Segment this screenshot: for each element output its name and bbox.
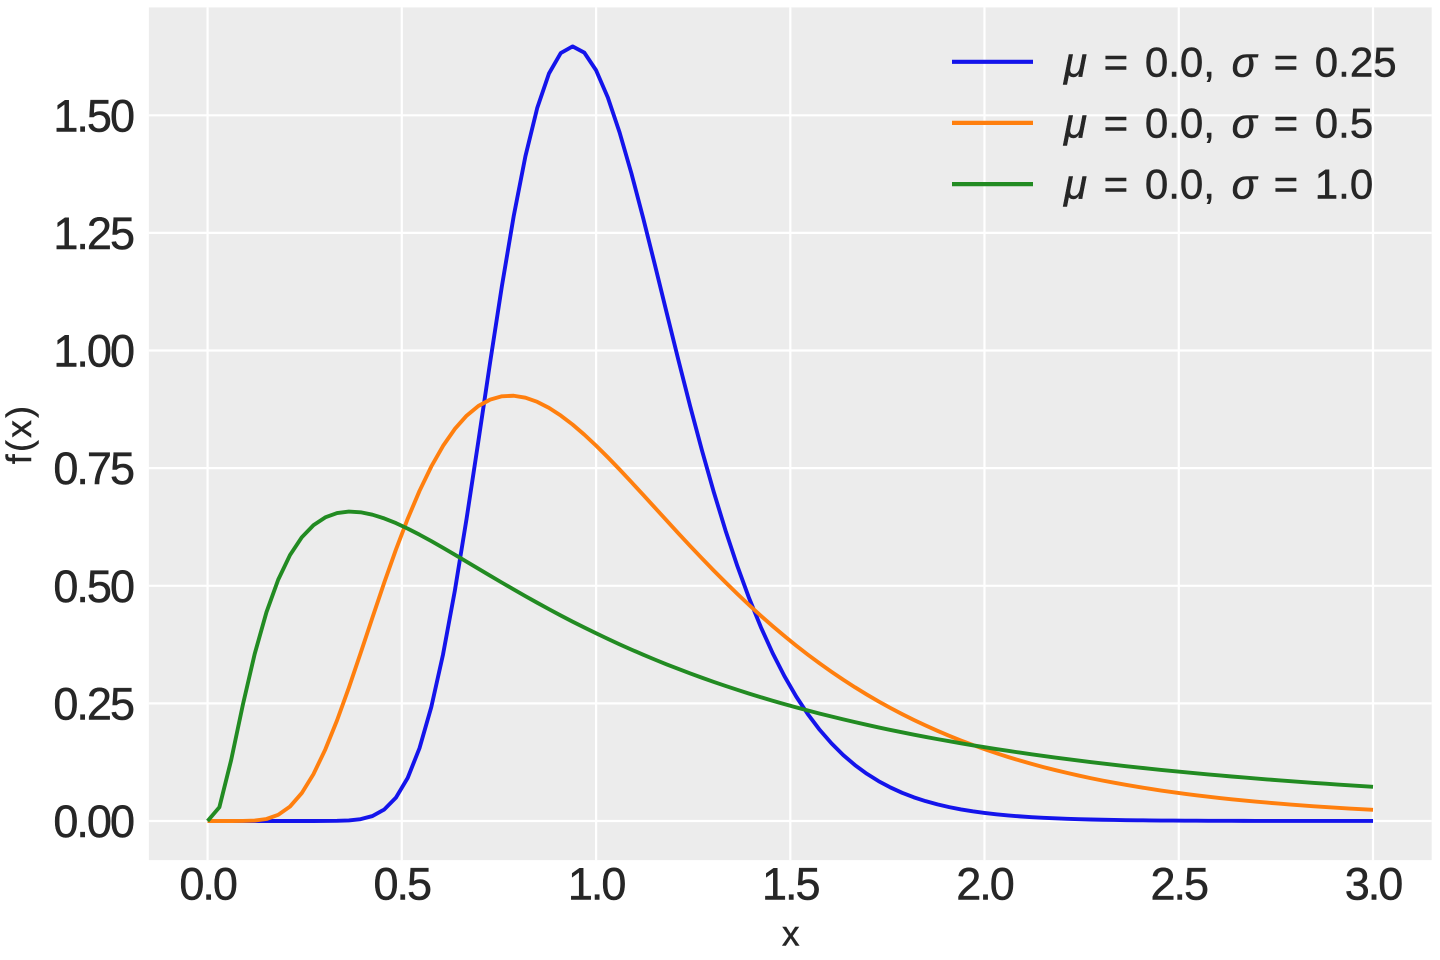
svg-text:0.75: 0.75	[53, 443, 134, 494]
svg-text:0.25: 0.25	[53, 678, 134, 729]
svg-text:μ = 0.0, σ = 0.25: μ = 0.0, σ = 0.25	[1063, 38, 1397, 85]
svg-text:2.0: 2.0	[956, 859, 1014, 910]
svg-text:x: x	[782, 915, 800, 954]
svg-text:1.5: 1.5	[762, 859, 820, 910]
svg-text:2.5: 2.5	[1151, 859, 1209, 910]
svg-text:1.00: 1.00	[53, 326, 134, 377]
svg-text:0.00: 0.00	[53, 796, 134, 847]
svg-text:1.50: 1.50	[53, 90, 134, 141]
svg-text:μ = 0.0, σ = 1.0: μ = 0.0, σ = 1.0	[1063, 161, 1373, 208]
svg-text:f(x): f(x)	[0, 404, 39, 465]
svg-text:1.25: 1.25	[53, 208, 134, 259]
svg-text:μ = 0.0, σ = 0.5: μ = 0.0, σ = 0.5	[1063, 100, 1373, 147]
svg-text:1.0: 1.0	[568, 859, 626, 910]
svg-text:0.0: 0.0	[179, 859, 237, 910]
svg-text:0.50: 0.50	[53, 561, 134, 612]
svg-text:0.5: 0.5	[374, 859, 432, 910]
svg-text:3.0: 3.0	[1345, 859, 1403, 910]
